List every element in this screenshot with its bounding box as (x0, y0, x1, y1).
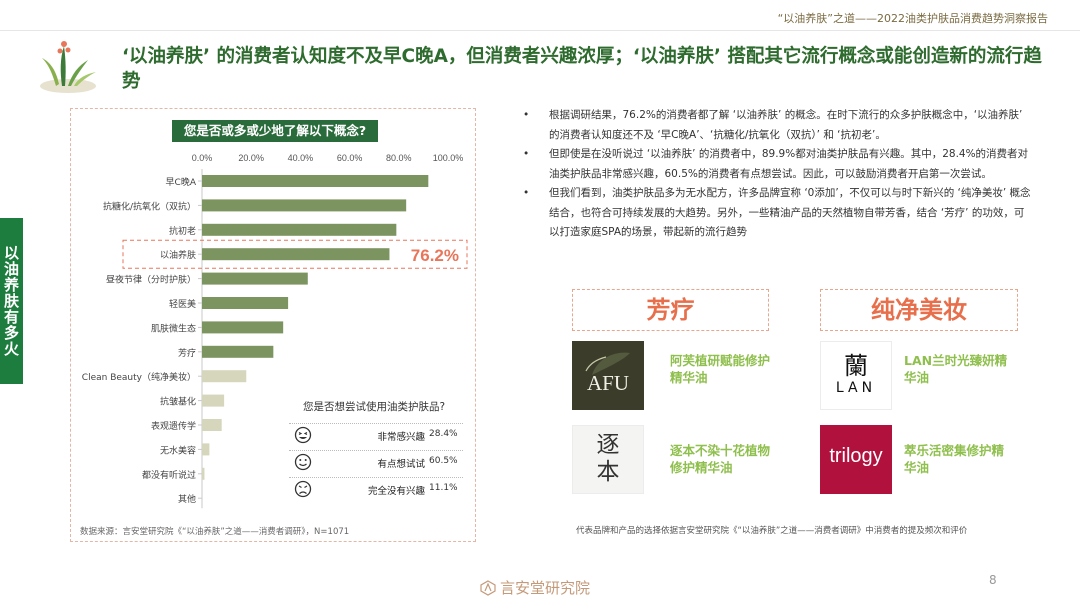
category-label: 早C晚A (166, 177, 197, 188)
bar (202, 297, 289, 309)
header-divider (0, 30, 1080, 31)
bar (202, 199, 407, 212)
survey-option-label: 完全没有兴趣 (367, 486, 425, 497)
category-label: 抗糖化/抗氧化（双抗） (103, 200, 196, 212)
brand-name: 言安堂研究院 (500, 579, 591, 597)
plant-icon (40, 41, 96, 93)
bullet-item: • 但即使是在没听说过 ‘以油养肤’ 的消费者中，89.9%都对油类护肤品有兴趣… (519, 145, 1033, 184)
bar (202, 345, 274, 358)
bar (202, 248, 390, 261)
survey-title: 您是否想尝试使用油类护肤品? (303, 401, 446, 413)
category-label: 都没有听说过 (142, 469, 196, 481)
trilogy-logo: trilogy (820, 425, 892, 494)
zhuben-logo: 逐本 (572, 425, 644, 494)
category-label: 以油养肤 (160, 249, 196, 261)
trilogy-logo-text: trilogy (829, 445, 883, 467)
brand-logo-icon (480, 579, 496, 596)
bar (202, 419, 222, 431)
product-name: LAN兰时光臻妍精华油 (904, 353, 1008, 385)
category-aromatherapy: 芳疗 (572, 289, 769, 331)
x-tick-label: 60.0% (337, 153, 363, 163)
bullet-text: 但即使是在没听说过 ‘以油养肤’ 的消费者中，89.9%都对油类护肤品有兴趣。其… (549, 148, 1029, 180)
excited-face-icon (294, 426, 312, 444)
product-name: 阿芙植研赋能修护精华油 (670, 353, 771, 385)
x-tick-label: 100.0% (433, 153, 464, 163)
lan-logo-text: LAN (835, 380, 877, 396)
highlight-value-label: 76.2% (411, 246, 459, 265)
bar (202, 467, 205, 480)
afu-logo-text: AFU (586, 371, 629, 395)
bar (202, 370, 247, 383)
survey-option-pct: 60.5% (429, 456, 458, 466)
page-headline: ‘以油养肤’ 的消费者认知度不及早C晚A，但消费者兴趣浓厚；‘以油养肤’ 搭配其… (122, 46, 1042, 92)
bar (202, 321, 284, 334)
bullet-dot: • (523, 148, 530, 160)
bullet-text: 根据调研结果，76.2%的消费者都了解 ‘以油养肤’ 的概念。在时下流行的众多护… (549, 109, 1023, 141)
category-label: Clean Beauty（纯净美妆） (82, 371, 196, 383)
x-tick-label: 40.0% (288, 153, 314, 163)
category-label: 肌肤微生态 (151, 322, 196, 334)
chart-panel: 您是否或多或少地了解以下概念? 0.0% 20.0% 40.0% 60.0% 80.0%… (70, 108, 476, 542)
lan-logo: 蘭 LAN (820, 341, 892, 410)
zhuben-logo-text: 逐本 (596, 432, 620, 485)
product-name: 逐本不染十花植物修护精华油 (670, 443, 771, 475)
report-tag: “以油养肤”之道——2022油类护肤品消费趋势洞察报告 (777, 12, 1048, 25)
category-clean-beauty: 纯净美妆 (820, 289, 1018, 331)
data-source-note: 数据来源：言安堂研究院《“以油养肤”之道——消费者调研》，N=1071 (80, 527, 350, 537)
survey-row: 非常感兴趣 28.4% (289, 423, 463, 447)
bullet-dot: • (523, 109, 530, 121)
lan-logo-glyph: 蘭 (844, 352, 868, 380)
bullet-item: • 但我们看到，油类护肤品多为无水配方，许多品牌宣称 ‘0添加’，不仅可以与时下… (519, 184, 1033, 243)
survey-row: 完全没有兴趣 11.1% (289, 477, 463, 501)
bar (202, 394, 225, 407)
sad-face-icon (294, 480, 312, 498)
smile-face-icon (294, 453, 312, 471)
chart-title: 您是否或多或少地了解以下概念? (172, 120, 378, 142)
afu-logo: AFU (572, 341, 644, 410)
page-number: 8 (989, 573, 997, 587)
bar (202, 223, 397, 236)
product-name: 萃乐活密集修护精华油 (904, 443, 1005, 475)
brand-selection-note: 代表品牌和产品的选择依据言安堂研究院《“以油养肤”之道——消费者调研》中消费者的… (576, 526, 968, 536)
bar-chart: 0.0% 20.0% 40.0% 60.0% 80.0% 100.0% 早C晚A 抗糖化/抗氧… (82, 153, 468, 509)
category-label: 其他 (178, 493, 196, 505)
x-tick-label: 20.0% (238, 153, 264, 163)
survey-option-pct: 11.1% (429, 483, 458, 493)
side-section-tab: 以油养肤有多火 (0, 218, 23, 384)
x-tick-label: 0.0% (192, 153, 213, 163)
category-label: 昼夜节律（分时护肤） (106, 274, 196, 286)
survey-option-label: 非常感兴趣 (377, 432, 425, 443)
category-label: 芳疗 (178, 347, 196, 359)
survey-option-label: 有点想试试 (377, 459, 425, 470)
brand-footer: 言安堂研究院 (480, 577, 590, 598)
bar (202, 175, 429, 187)
highlight-box (122, 239, 468, 269)
category-label: 抗皱基化 (160, 396, 196, 408)
leaf-icon (585, 352, 630, 375)
category-label: 无水美容 (160, 444, 196, 456)
bullet-text: 但我们看到，油类护肤品多为无水配方，许多品牌宣称 ‘0添加’，不仅可以与时下新兴… (549, 187, 1031, 238)
category-label: 抗初老 (169, 225, 196, 237)
x-tick-label: 80.0% (386, 153, 412, 163)
survey-option-pct: 28.4% (429, 429, 458, 439)
analysis-bullets: • 根据调研结果，76.2%的消费者都了解 ‘以油养肤’ 的概念。在时下流行的众… (519, 106, 1033, 243)
survey-row: 有点想试试 60.5% (289, 450, 463, 474)
bar (202, 272, 308, 285)
survey-box: 您是否想尝试使用油类护肤品? 非常感兴趣 28.4% 有点想试试 60.5% (289, 399, 463, 505)
category-label: 表观遗传学 (151, 420, 196, 432)
category-label: 轻医美 (169, 298, 196, 310)
bar (202, 443, 210, 456)
bullet-item: • 根据调研结果，76.2%的消费者都了解 ‘以油养肤’ 的概念。在时下流行的众… (519, 106, 1033, 145)
bullet-dot: • (523, 187, 530, 199)
